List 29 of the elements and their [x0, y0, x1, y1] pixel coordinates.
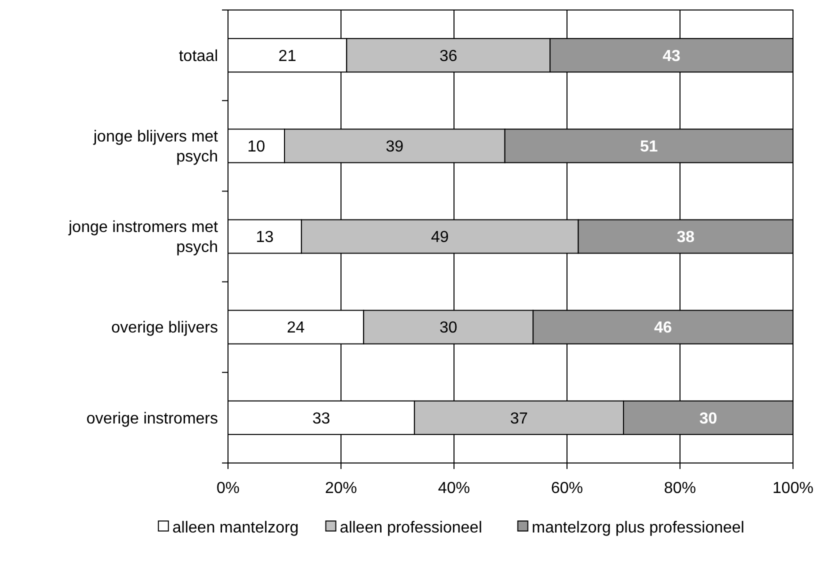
- y-tick-label: jonge instromers met psych: [68, 219, 219, 256]
- data-label: 38: [676, 229, 695, 246]
- data-label: 37: [510, 410, 528, 428]
- data-label: 33: [312, 410, 330, 428]
- data-label: 36: [439, 48, 458, 65]
- x-tick-label: 60%: [550, 480, 584, 497]
- legend-label: alleen professioneel: [340, 520, 482, 537]
- data-label: 43: [662, 48, 681, 65]
- data-label: 39: [386, 138, 404, 156]
- data-label: 13: [256, 229, 274, 246]
- data-label: 24: [286, 320, 305, 337]
- data-label: 30: [699, 410, 718, 428]
- y-tick-label: overige blijvers: [111, 320, 218, 337]
- data-label: 10: [247, 138, 266, 156]
- y-tick-label: overige instromers: [86, 410, 218, 428]
- x-tick-label: 80%: [664, 480, 696, 497]
- x-tick-label: 0%: [216, 480, 240, 497]
- y-tick-label: jonge blijvers met psych: [92, 128, 219, 166]
- x-tick-label: 20%: [324, 480, 358, 497]
- y-tick-label: totaal: [178, 48, 218, 65]
- x-tick-label: 100%: [772, 480, 814, 497]
- data-label: 30: [439, 320, 458, 337]
- data-label: 21: [278, 48, 296, 65]
- legend-label: mantelzorg plus professioneel: [532, 520, 744, 537]
- x-tick-label: 40%: [438, 480, 470, 497]
- legend-label: alleen mantelzorg: [172, 520, 299, 537]
- data-label: 51: [640, 138, 658, 156]
- data-label: 49: [430, 229, 449, 246]
- data-label: 46: [654, 320, 672, 337]
